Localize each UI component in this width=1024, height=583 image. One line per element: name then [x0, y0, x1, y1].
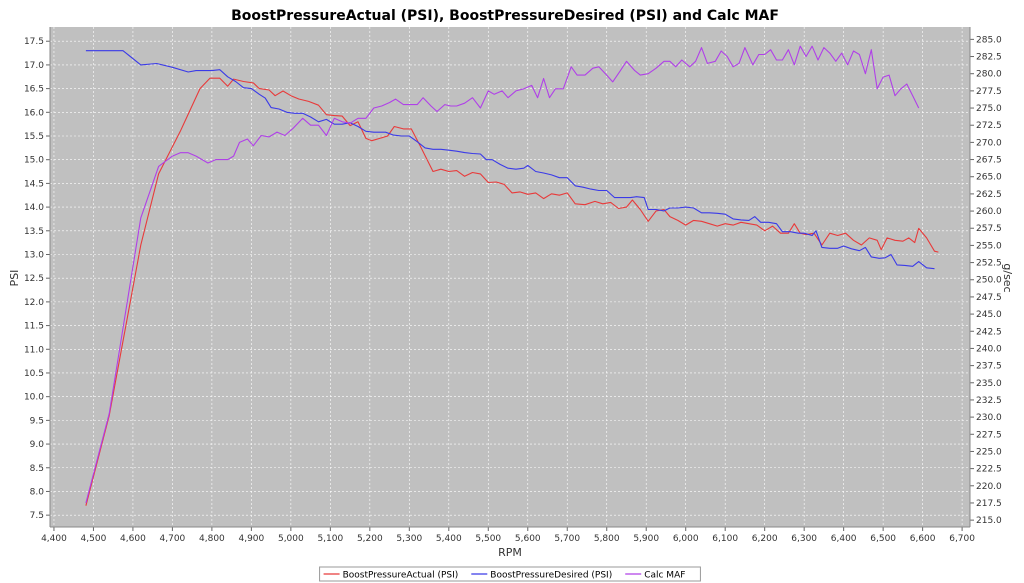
y-tick-label: 17.5 [24, 37, 44, 47]
y2-tick-label: 260.0 [976, 207, 1002, 217]
y-axis-right: 215.0 217.5 220.0 222.5 225.0 227.5 230.0 232.5… [969, 27, 1002, 527]
x-axis-label: RPM [498, 546, 522, 559]
y-tick-label: 13.0 [24, 250, 44, 260]
x-tick-label: 5,500 [475, 534, 501, 544]
y-tick-label: 7.5 [30, 511, 44, 521]
x-tick-label: 5,300 [396, 534, 422, 544]
x-tick-label: 5,200 [357, 534, 383, 544]
series-line-1 [85, 50, 935, 270]
x-tick-label: 4,500 [81, 534, 107, 544]
x-tick-label: 6,600 [910, 534, 936, 544]
y-tick-label: 15.5 [24, 132, 44, 142]
y-tick-label: 10.5 [24, 369, 44, 379]
y2-axis-label: g/sec [1001, 263, 1014, 292]
y2-tick-label: 262.5 [976, 190, 1002, 200]
y2-tick-label: 222.5 [976, 465, 1002, 475]
y-tick-label: 11.0 [24, 345, 44, 355]
x-tick-label: 5,000 [278, 534, 304, 544]
y-axis-label: PSI [8, 270, 21, 287]
y-tick-label: 8.5 [30, 464, 44, 474]
x-tick-label: 6,700 [949, 534, 975, 544]
y2-tick-label: 257.5 [976, 224, 1002, 234]
y-tick-label: 12.0 [24, 298, 44, 308]
grid [50, 27, 970, 527]
y2-tick-label: 275.0 [976, 104, 1002, 114]
x-tick-label: 4,700 [160, 534, 186, 544]
y-tick-label: 12.5 [24, 274, 44, 284]
y2-tick-label: 240.0 [976, 344, 1002, 354]
legend-label: BoostPressureActual (PSI) [343, 571, 459, 581]
y2-tick-label: 247.5 [976, 293, 1002, 303]
x-tick-label: 4,900 [238, 534, 264, 544]
y-tick-label: 16.5 [24, 85, 44, 95]
y2-tick-label: 225.0 [976, 447, 1002, 457]
y2-tick-label: 250.0 [976, 276, 1002, 286]
x-tick-label: 4,600 [120, 534, 146, 544]
y2-tick-label: 220.0 [976, 482, 1002, 492]
y2-tick-label: 285.0 [976, 35, 1002, 45]
y2-tick-label: 215.0 [976, 516, 1002, 526]
y-tick-label: 15.0 [24, 156, 44, 166]
y-tick-label: 10.0 [24, 393, 44, 403]
y2-tick-label: 245.0 [976, 310, 1002, 320]
legend-label: Calc MAF [644, 571, 685, 581]
y2-tick-label: 280.0 [976, 70, 1002, 80]
series-lines [85, 45, 939, 506]
y-tick-label: 9.0 [30, 440, 45, 450]
y2-tick-label: 270.0 [976, 138, 1002, 148]
y-tick-label: 13.5 [24, 227, 44, 237]
y-tick-label: 17.0 [24, 61, 44, 71]
legend-label: BoostPressureDesired (PSI) [490, 571, 612, 581]
x-tick-label: 5,700 [554, 534, 580, 544]
y2-tick-label: 272.5 [976, 121, 1002, 131]
x-tick-label: 5,600 [515, 534, 541, 544]
x-tick-label: 6,400 [831, 534, 857, 544]
legend: BoostPressureActual (PSI) BoostPressureDe… [319, 566, 701, 582]
y2-tick-label: 230.0 [976, 413, 1002, 423]
y2-tick-label: 235.0 [976, 379, 1002, 389]
series-line-0 [85, 77, 939, 506]
x-tick-label: 6,300 [791, 534, 817, 544]
y-tick-label: 11.5 [24, 322, 44, 332]
y2-tick-label: 237.5 [976, 362, 1002, 372]
y-tick-label: 8.0 [30, 487, 45, 497]
x-tick-label: 5,800 [594, 534, 620, 544]
series-line-2 [85, 45, 920, 504]
x-tick-label: 5,100 [317, 534, 343, 544]
x-tick-label: 4,400 [41, 534, 67, 544]
y-tick-label: 14.5 [24, 179, 44, 189]
y2-tick-label: 267.5 [976, 156, 1002, 166]
x-tick-label: 6,000 [673, 534, 699, 544]
y2-tick-label: 227.5 [976, 430, 1002, 440]
x-tick-label: 6,500 [870, 534, 896, 544]
x-tick-label: 4,800 [199, 534, 225, 544]
y2-tick-label: 277.5 [976, 87, 1002, 97]
y2-tick-label: 217.5 [976, 499, 1002, 509]
x-tick-label: 6,200 [752, 534, 778, 544]
y2-tick-label: 255.0 [976, 241, 1002, 251]
y2-tick-label: 282.5 [976, 53, 1002, 63]
x-tick-label: 5,900 [633, 534, 659, 544]
plot-area [50, 27, 970, 527]
chart-title: BoostPressureActual (PSI), BoostPressure… [231, 8, 779, 24]
y2-tick-label: 265.0 [976, 173, 1002, 183]
y-axis-left: 7.5 8.0 8.5 9.0 9.5 10.0 10.5 11.0 11.5 12.0 12.5 1… [24, 27, 51, 527]
x-tick-label: 5,400 [436, 534, 462, 544]
y-tick-label: 9.5 [30, 416, 44, 426]
y2-tick-label: 242.5 [976, 327, 1002, 337]
x-tick-label: 6,100 [712, 534, 738, 544]
y-tick-label: 14.0 [24, 203, 44, 213]
y2-tick-label: 252.5 [976, 259, 1002, 269]
x-axis: 4,400 4,500 4,600 4,700 4,800 4,900 5,000 5,100… [41, 526, 975, 544]
y-tick-label: 16.0 [24, 108, 44, 118]
legend-box [319, 566, 701, 582]
y2-tick-label: 232.5 [976, 396, 1002, 406]
